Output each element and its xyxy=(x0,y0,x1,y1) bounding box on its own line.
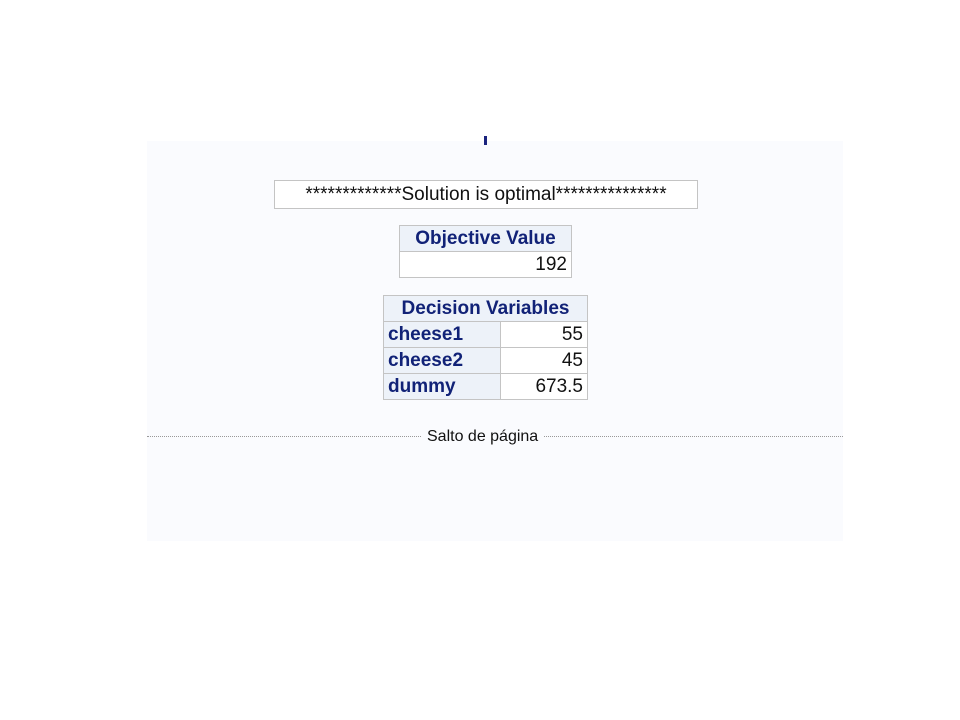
table-row: dummy 673.5 xyxy=(383,373,588,400)
decision-variables-table: Decision Variables cheese1 55 cheese2 45 d… xyxy=(383,295,588,400)
objective-table: Objective Value 192 xyxy=(399,225,572,278)
variable-name: dummy xyxy=(383,373,501,400)
variable-value: 45 xyxy=(500,347,588,374)
table-row: cheese2 45 xyxy=(383,347,588,374)
variable-name: cheese1 xyxy=(383,321,501,348)
title-fragment xyxy=(484,136,487,145)
solution-status: *************Solution is optimal********… xyxy=(274,180,698,209)
objective-value: 192 xyxy=(399,251,572,278)
variable-value: 55 xyxy=(500,321,588,348)
variable-value: 673.5 xyxy=(500,373,588,400)
table-row: cheese1 55 xyxy=(383,321,588,348)
decision-header: Decision Variables xyxy=(383,295,588,322)
variable-name: cheese2 xyxy=(383,347,501,374)
objective-header: Objective Value xyxy=(399,225,572,252)
page-break-label: Salto de página xyxy=(422,428,544,446)
